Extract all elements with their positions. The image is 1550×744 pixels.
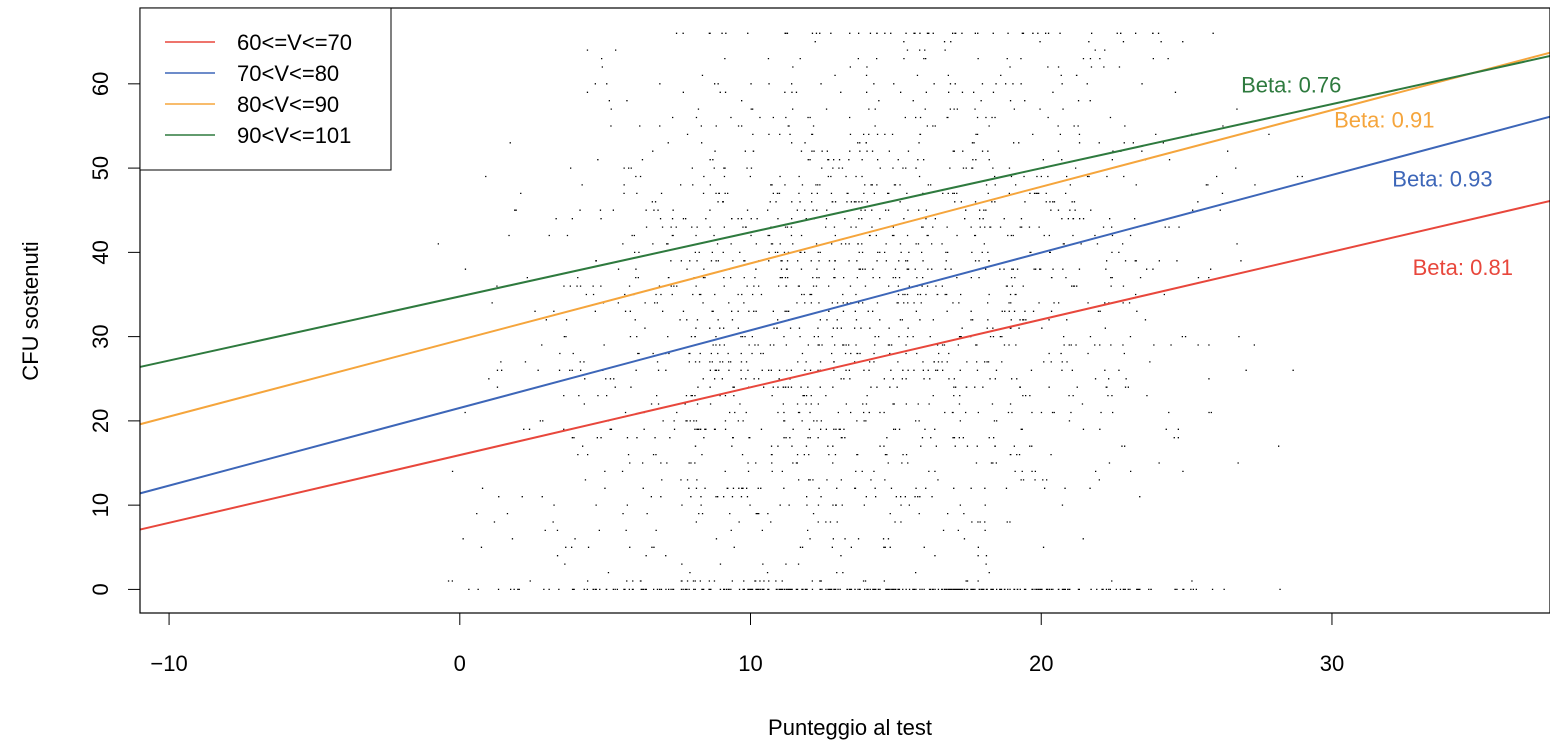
y-tick-label: 30 xyxy=(88,324,113,348)
beta-annotation-2: Beta: 0.93 xyxy=(1392,167,1492,192)
regression-lines xyxy=(139,51,1550,531)
x-axis: −10 0 10 20 30 xyxy=(150,612,1344,676)
x-tick-label: 30 xyxy=(1320,651,1344,676)
y-axis-title: CFU sostenuti xyxy=(18,241,43,380)
x-tick-label: 10 xyxy=(738,651,762,676)
legend-label-1: 60<=V<=70 xyxy=(237,30,352,55)
y-tick-label: 40 xyxy=(88,240,113,264)
beta-annotation-3: Beta: 0.91 xyxy=(1334,108,1434,133)
legend-label-2: 70<V<=80 xyxy=(237,61,339,86)
regression-line-3 xyxy=(139,51,1550,426)
regression-line-4 xyxy=(139,55,1550,368)
x-tick-label: −10 xyxy=(150,651,187,676)
legend: 60<=V<=70 70<V<=80 80<V<=90 90<V<=101 xyxy=(139,7,392,171)
y-tick-label: 50 xyxy=(88,156,113,180)
beta-annotations: Beta: 0.81 Beta: 0.93 Beta: 0.91 Beta: 0.76 xyxy=(1241,72,1513,280)
y-axis: 0 10 20 30 40 50 60 xyxy=(88,72,141,596)
x-tick-label: 20 xyxy=(1029,651,1053,676)
regression-line-1 xyxy=(139,199,1550,531)
beta-annotation-1: Beta: 0.81 xyxy=(1413,255,1513,280)
y-tick-label: 20 xyxy=(88,409,113,433)
y-tick-label: 60 xyxy=(88,72,113,96)
y-tick-label: 0 xyxy=(88,583,113,595)
regression-line-2 xyxy=(139,115,1550,495)
x-tick-label: 0 xyxy=(454,651,466,676)
beta-annotation-4: Beta: 0.76 xyxy=(1241,72,1341,97)
y-tick-label: 10 xyxy=(88,493,113,517)
legend-label-4: 90<V<=101 xyxy=(237,123,351,148)
legend-label-3: 80<V<=90 xyxy=(237,92,339,117)
legend-box xyxy=(139,7,392,171)
x-axis-title: Punteggio al test xyxy=(768,715,932,740)
